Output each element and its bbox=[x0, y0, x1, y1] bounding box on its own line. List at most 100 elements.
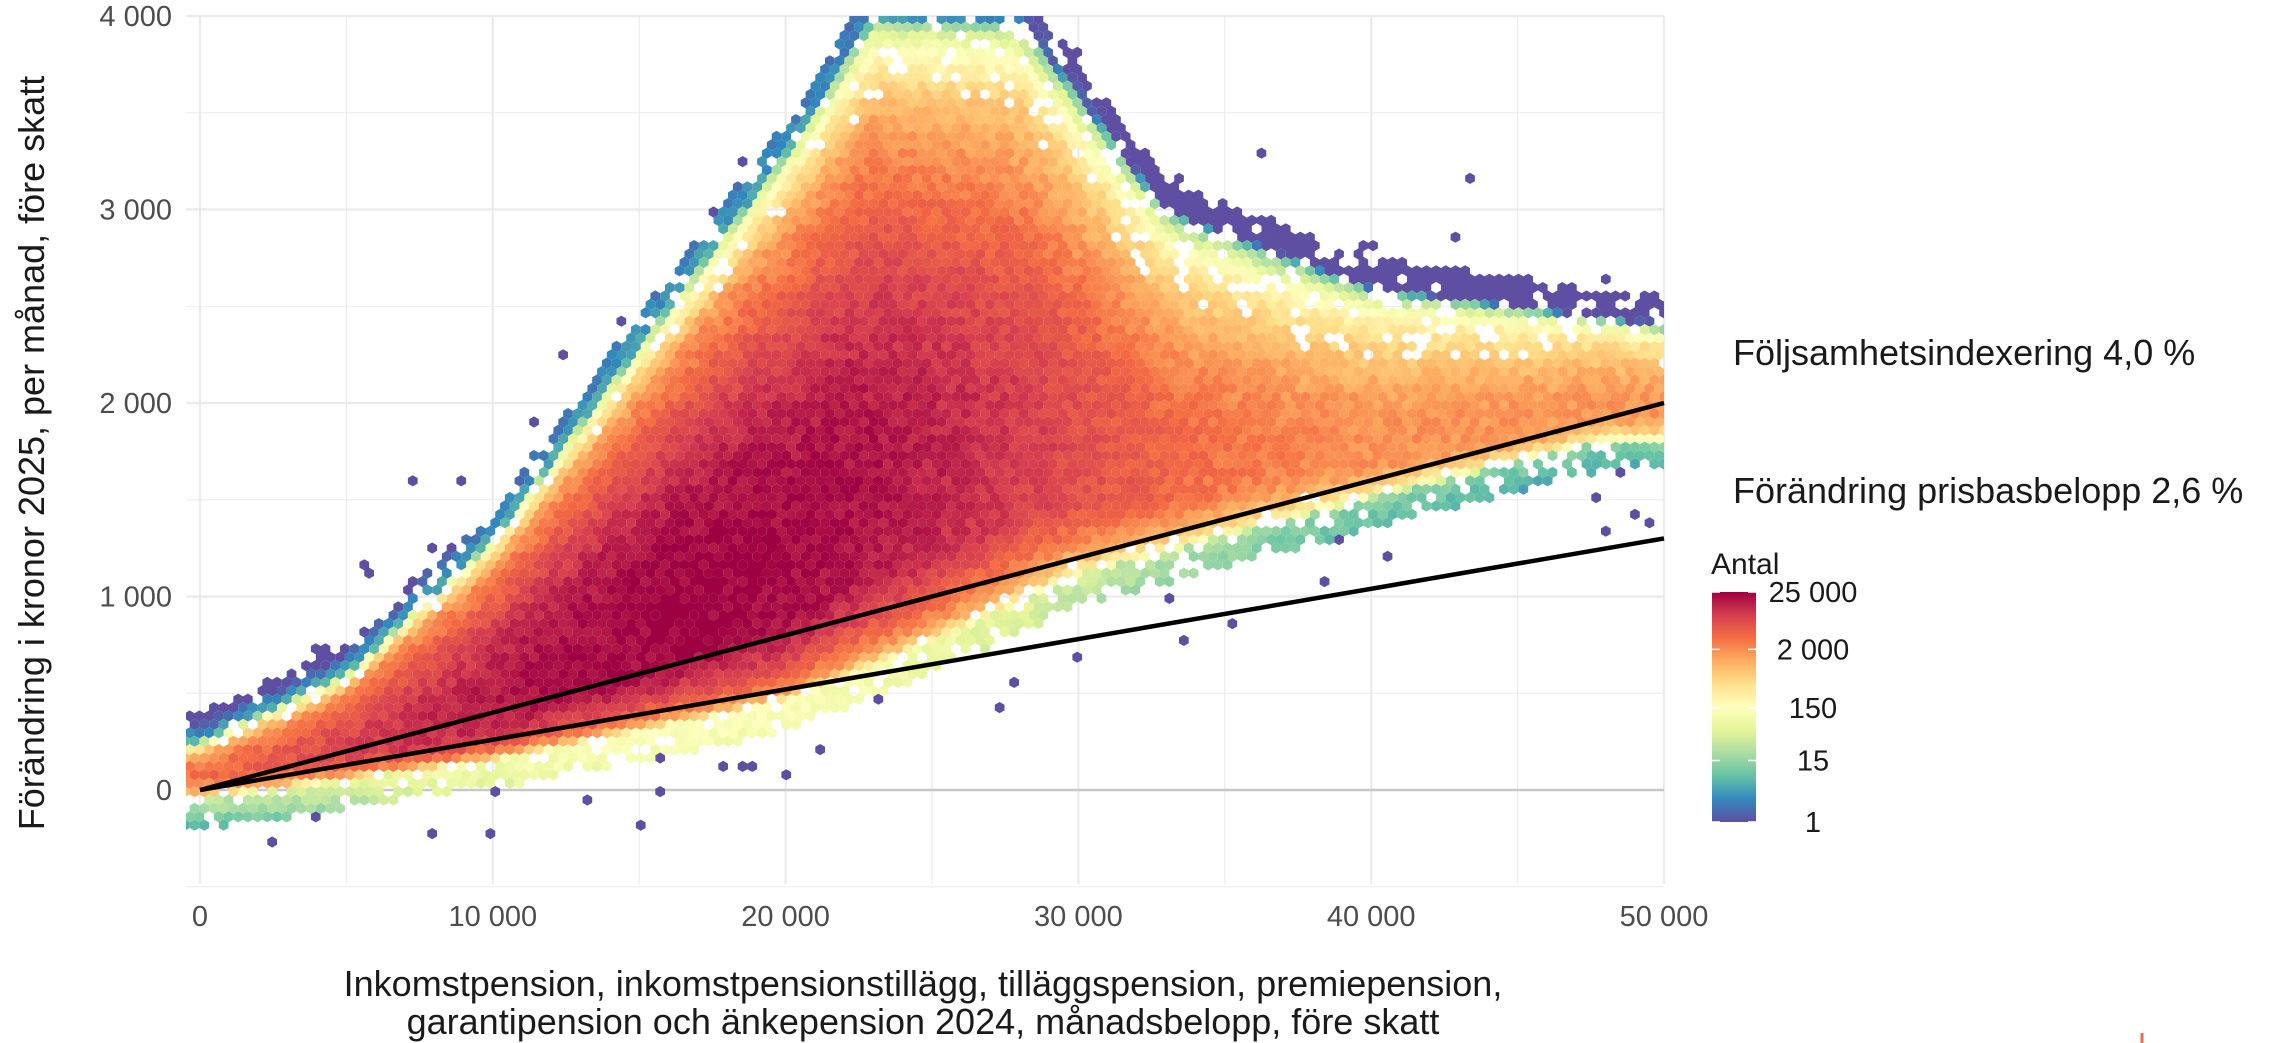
hexbin-cell-group bbox=[441, 550, 452, 562]
hexbin-cell-group bbox=[1591, 307, 1601, 319]
hexbin-cell-group bbox=[956, 634, 966, 646]
hexbin-cell-group bbox=[1489, 298, 1500, 310]
hexbin-cell-group bbox=[441, 567, 452, 579]
hexbin-cell-group bbox=[330, 660, 340, 672]
hexbin-cell-group bbox=[330, 676, 340, 688]
hexbin-cell-group bbox=[1227, 534, 1247, 562]
hexbin-cell-group bbox=[422, 340, 976, 747]
hexbin-cell-group bbox=[980, 626, 990, 638]
hexbin-cell-group bbox=[514, 483, 530, 504]
y-tick-label: 3 000 bbox=[99, 195, 172, 227]
hexbin-cell-group bbox=[606, 349, 617, 361]
hexbin-cell-group bbox=[320, 651, 345, 672]
hexbin-cell-group bbox=[868, 46, 879, 58]
hexbin-cell-group bbox=[1591, 458, 1601, 470]
hexbin-cell-group bbox=[1188, 273, 1543, 562]
hexbin-cell-group bbox=[213, 710, 224, 722]
hexbin-cell-group bbox=[1086, 105, 1097, 117]
hexbin-cell-group bbox=[378, 601, 433, 655]
hexbin-cell-group bbox=[1028, 21, 1039, 33]
hexbin-cell-group bbox=[398, 626, 408, 638]
hexbin-cell-group bbox=[325, 802, 336, 814]
hexbin-cell-group bbox=[1256, 366, 1267, 378]
x-tick-label: 30 000 bbox=[1034, 901, 1123, 933]
x-tick-label: 0 bbox=[192, 901, 208, 933]
hexbin-cell-group bbox=[1135, 576, 1146, 588]
x-tick-label: 40 000 bbox=[1327, 901, 1416, 933]
hexbin-cell-group bbox=[800, 97, 811, 109]
hexbin-cell-group bbox=[1048, 88, 1058, 100]
hexbin-cell-group bbox=[922, 5, 932, 16]
hexbin-cell-group bbox=[926, 584, 937, 596]
hexbin-cell-group bbox=[1402, 315, 1534, 336]
hexbin-cell-group bbox=[1537, 466, 1548, 478]
y-axis-ticks: 0 1 000 2 000 3 000 4 000 bbox=[99, 1, 172, 807]
hexbin-cell-group bbox=[1004, 30, 1015, 42]
hexbin-cell-group bbox=[306, 668, 316, 680]
hexbin-cell-group bbox=[1649, 458, 1660, 470]
hexbin-cell-group bbox=[378, 122, 806, 638]
hexbin-cell-group bbox=[878, 517, 889, 529]
hexbin-cell-group bbox=[1043, 30, 1053, 42]
hexbin-cell-group bbox=[1256, 315, 1267, 327]
hexbin-cell-group bbox=[1038, 21, 1049, 33]
y-tick-label: 2 000 bbox=[99, 388, 172, 420]
hexbin-cell-group bbox=[186, 820, 190, 831]
hexbin-cell-group bbox=[218, 802, 229, 814]
hexbin-cell-group bbox=[310, 794, 321, 806]
hexbin-cell-group bbox=[665, 282, 675, 294]
hexbin-cell-group bbox=[1208, 550, 1218, 562]
colorbar-title: Antal bbox=[1711, 548, 1779, 581]
colorbar-legend: Antal 25 000 2 000 150 15 1 bbox=[1711, 548, 1857, 839]
hexbin-cell-group bbox=[1504, 324, 1514, 336]
hexbin-cell-group bbox=[1310, 500, 1364, 537]
hexbin-cell-group bbox=[1280, 256, 1291, 268]
hexbin-cell-group bbox=[1382, 483, 1441, 512]
hexbin-cell-group bbox=[422, 567, 433, 579]
hexbin-cell-group bbox=[1479, 298, 1490, 310]
hexbin-cell-group bbox=[820, 534, 830, 546]
hexbin-cell-group bbox=[563, 760, 573, 772]
hexbin-cell-group bbox=[936, 46, 947, 58]
hexbin-cell-group bbox=[1067, 72, 1078, 84]
x-axis-ticks: 0 10 000 20 000 30 000 40 000 50 000 bbox=[192, 901, 1708, 933]
hexbin-cell-group bbox=[1363, 517, 1373, 529]
hexbin-cell-group bbox=[335, 668, 345, 680]
hexbin-cell-group bbox=[325, 668, 336, 680]
y-tick-label: 1 000 bbox=[99, 582, 172, 614]
reference-line-prisbasbelopp bbox=[199, 536, 1665, 793]
hexbin-cell-group bbox=[1237, 550, 1247, 562]
hexbin-cell-group bbox=[708, 710, 728, 739]
x-tick-label: 10 000 bbox=[448, 901, 537, 933]
hexbin-cell-group bbox=[1290, 542, 1301, 554]
hexbin-cell-group bbox=[1615, 315, 1626, 327]
hexbin-cell-group bbox=[1280, 290, 1291, 302]
hexbin-cell-group bbox=[698, 240, 709, 252]
colorbar-tick-label: 150 bbox=[1789, 693, 1837, 725]
hexbin-cell-group bbox=[1523, 475, 1534, 487]
hexbin-cell-group bbox=[752, 181, 762, 193]
hexbin-cell-group bbox=[1562, 458, 1572, 470]
hexbin-cell-group bbox=[1067, 424, 1078, 436]
hexbin-cell-group bbox=[1023, 16, 1092, 109]
hexbin-cell-group bbox=[340, 332, 1039, 756]
y-tick-label: 0 bbox=[156, 775, 172, 807]
hexbin-cell-group bbox=[1387, 492, 1398, 504]
hexbin-cell-group bbox=[703, 735, 714, 747]
hexbin-cell-group bbox=[577, 416, 588, 428]
colorbar-ticks: 25 000 2 000 150 15 1 bbox=[1712, 577, 1857, 839]
hexbin-cell-group bbox=[1130, 567, 1141, 579]
hexbin-cell-group bbox=[475, 542, 486, 554]
hexbin-cell-group bbox=[432, 332, 966, 730]
hexbin-cell-group bbox=[718, 223, 728, 235]
hexbin-cell-group bbox=[1043, 46, 1053, 58]
hexbin-cell-group bbox=[471, 550, 481, 562]
hexbin-cell-group bbox=[626, 735, 636, 747]
hexbin-cell-group bbox=[931, 433, 976, 495]
hexbin-cell-group bbox=[504, 492, 515, 504]
hexbin-cell-group bbox=[902, 643, 913, 655]
hexbin-cell-group bbox=[1470, 366, 1480, 378]
hexbin-cell-group bbox=[568, 458, 864, 688]
hexbin-cell-group bbox=[776, 693, 787, 705]
hexbin-cell-group bbox=[766, 172, 777, 184]
